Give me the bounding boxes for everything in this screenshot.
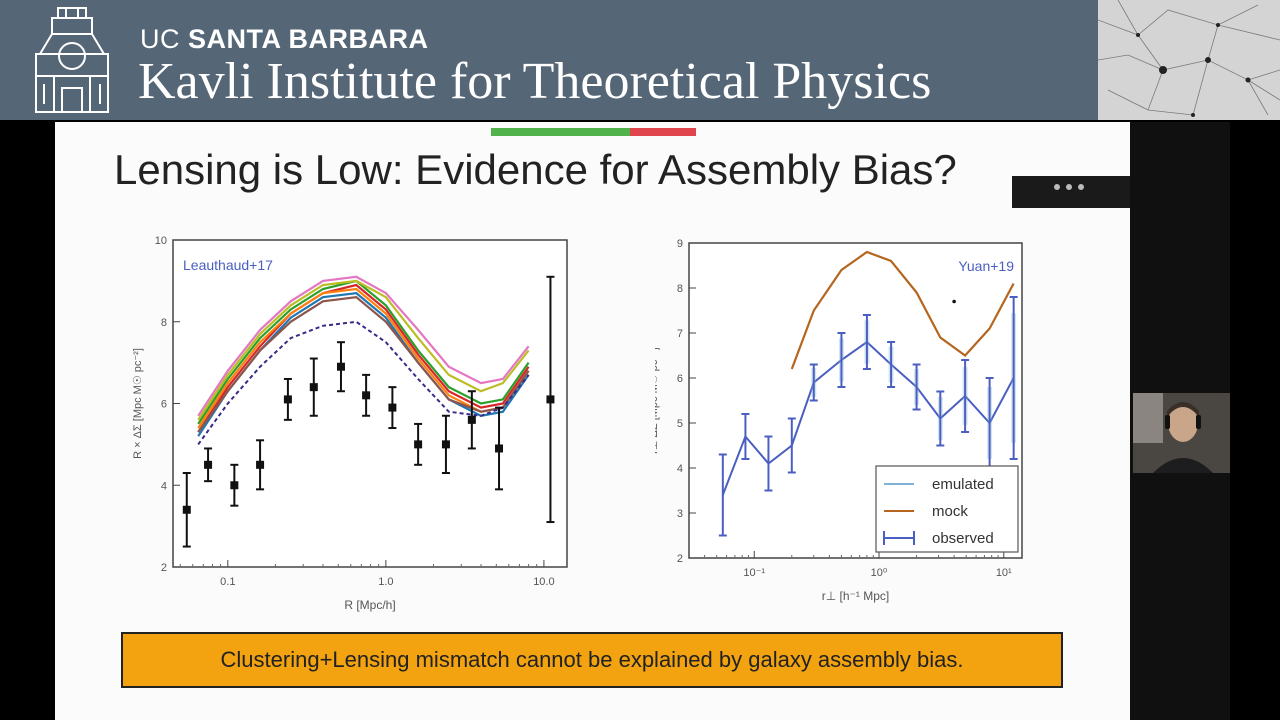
left-model-dashed-line — [197, 320, 530, 445]
left-y-tick-label: 10 — [155, 235, 167, 247]
left-model-line — [197, 296, 530, 433]
cosmic-web-image — [1098, 0, 1280, 120]
right-annotation: Yuan+19 — [958, 258, 1014, 274]
progress-elapsed — [491, 128, 631, 136]
left-y-tick-label: 8 — [161, 317, 167, 329]
left-x-tick-label: 10.0 — [533, 576, 554, 588]
left-y-tick-label: 4 — [161, 480, 167, 492]
right-x-tick-label: 10¹ — [996, 567, 1012, 579]
slide-title: Lensing is Low: Evidence for Assembly Bi… — [114, 146, 957, 193]
left-data-point — [283, 395, 292, 404]
left-x-tick-label: 0.1 — [220, 576, 235, 588]
institute-banner: UC SANTA BARBARA Kavli Institute for The… — [0, 0, 1098, 120]
left-data-point — [467, 415, 476, 424]
right-y-axis-label: r⊥ ΔΣ [Mpc M☉ pc⁻²] — [655, 347, 660, 454]
right-y-tick-label: 8 — [677, 283, 683, 295]
left-data-point — [388, 403, 397, 412]
video-strip-edge — [1230, 122, 1280, 720]
left-model-line — [197, 275, 530, 417]
institute-name: Kavli Institute for Theoretical Physics — [138, 53, 932, 110]
conclusion-box: Clustering+Lensing mismatch cannot be ex… — [121, 632, 1063, 688]
right-x-tick-label: 10⁻¹ — [743, 567, 765, 579]
progress-remaining — [630, 128, 696, 136]
right-y-tick-label: 6 — [677, 373, 683, 385]
left-data-point — [546, 395, 555, 404]
right-y-tick-label: 3 — [677, 508, 683, 520]
right-y-tick-label: 7 — [677, 328, 683, 340]
left-y-axis-label: R × ΔΣ [Mpc M☉ pc⁻²] — [132, 348, 144, 459]
right-mock-line — [790, 250, 1015, 370]
left-model-line — [197, 279, 530, 421]
left-y-tick-label: 6 — [161, 399, 167, 411]
right-y-tick-label: 5 — [677, 418, 683, 430]
left-data-point — [414, 440, 423, 449]
left-data-point — [441, 440, 450, 449]
left-model-line — [197, 279, 530, 425]
left-x-tick-label: 1.0 — [378, 576, 393, 588]
left-data-point — [204, 460, 213, 469]
right-x-axis-label: r⊥ [h⁻¹ Mpc] — [822, 589, 889, 603]
zoom-control-overlay[interactable] — [1012, 176, 1132, 208]
overlay-dot-icon — [1054, 184, 1060, 190]
overlay-dot-icon — [1066, 184, 1072, 190]
storke-tower-logo-icon — [35, 7, 109, 113]
left-model-line — [197, 283, 530, 433]
left-data-point — [362, 391, 371, 400]
right-y-tick-label: 4 — [677, 463, 683, 475]
right-y-tick-label: 9 — [677, 238, 683, 250]
right-legend-label: mock — [932, 503, 968, 520]
left-data-point — [256, 460, 265, 469]
right-legend-label: emulated — [932, 476, 994, 493]
leauthaud-chart: 0.1 1.0 10.0 2 4 6 8 10 R [Mpc/h] R × ΔΣ [Mpc M☉ … — [132, 235, 568, 612]
left-data-point — [230, 481, 239, 490]
overlay-dot-icon — [1078, 184, 1084, 190]
university-name: UC SANTA BARBARA — [140, 24, 429, 54]
left-x-axis-label: R [Mpc/h] — [344, 598, 395, 612]
yuan-chart: 10⁻¹ 10⁰ 10¹ 2 3 4 5 6 7 8 9 r⊥ [h⁻¹ Mpc] r⊥ ΔΣ [Mpc… — [655, 238, 1023, 603]
right-x-tick-label: 10⁰ — [871, 567, 888, 579]
right-y-tick-label: 2 — [677, 553, 683, 565]
presentation-progress-bar — [491, 128, 696, 136]
left-y-tick-label: 2 — [161, 562, 167, 574]
speaker-webcam — [1133, 393, 1230, 473]
left-data-point — [336, 362, 345, 371]
right-marker-point — [952, 299, 956, 304]
left-data-point — [182, 505, 191, 514]
left-annotation: Leauthaud+17 — [183, 257, 273, 273]
left-data-point — [309, 383, 318, 392]
left-data-point — [495, 444, 504, 453]
right-legend-label: observed — [932, 530, 994, 547]
